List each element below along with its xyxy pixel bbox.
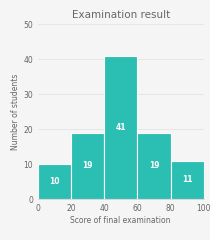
Title: Examination result: Examination result <box>72 11 170 20</box>
Bar <box>104 55 137 199</box>
X-axis label: Score of final examination: Score of final examination <box>71 216 171 225</box>
Bar <box>38 164 71 199</box>
Text: 19: 19 <box>149 162 159 170</box>
Bar <box>171 161 204 199</box>
Text: 11: 11 <box>182 175 192 184</box>
Bar <box>137 133 171 199</box>
Text: 19: 19 <box>82 162 93 170</box>
Y-axis label: Number of students: Number of students <box>11 73 20 150</box>
Text: 41: 41 <box>116 123 126 132</box>
Text: 10: 10 <box>49 177 60 186</box>
Bar <box>71 133 104 199</box>
